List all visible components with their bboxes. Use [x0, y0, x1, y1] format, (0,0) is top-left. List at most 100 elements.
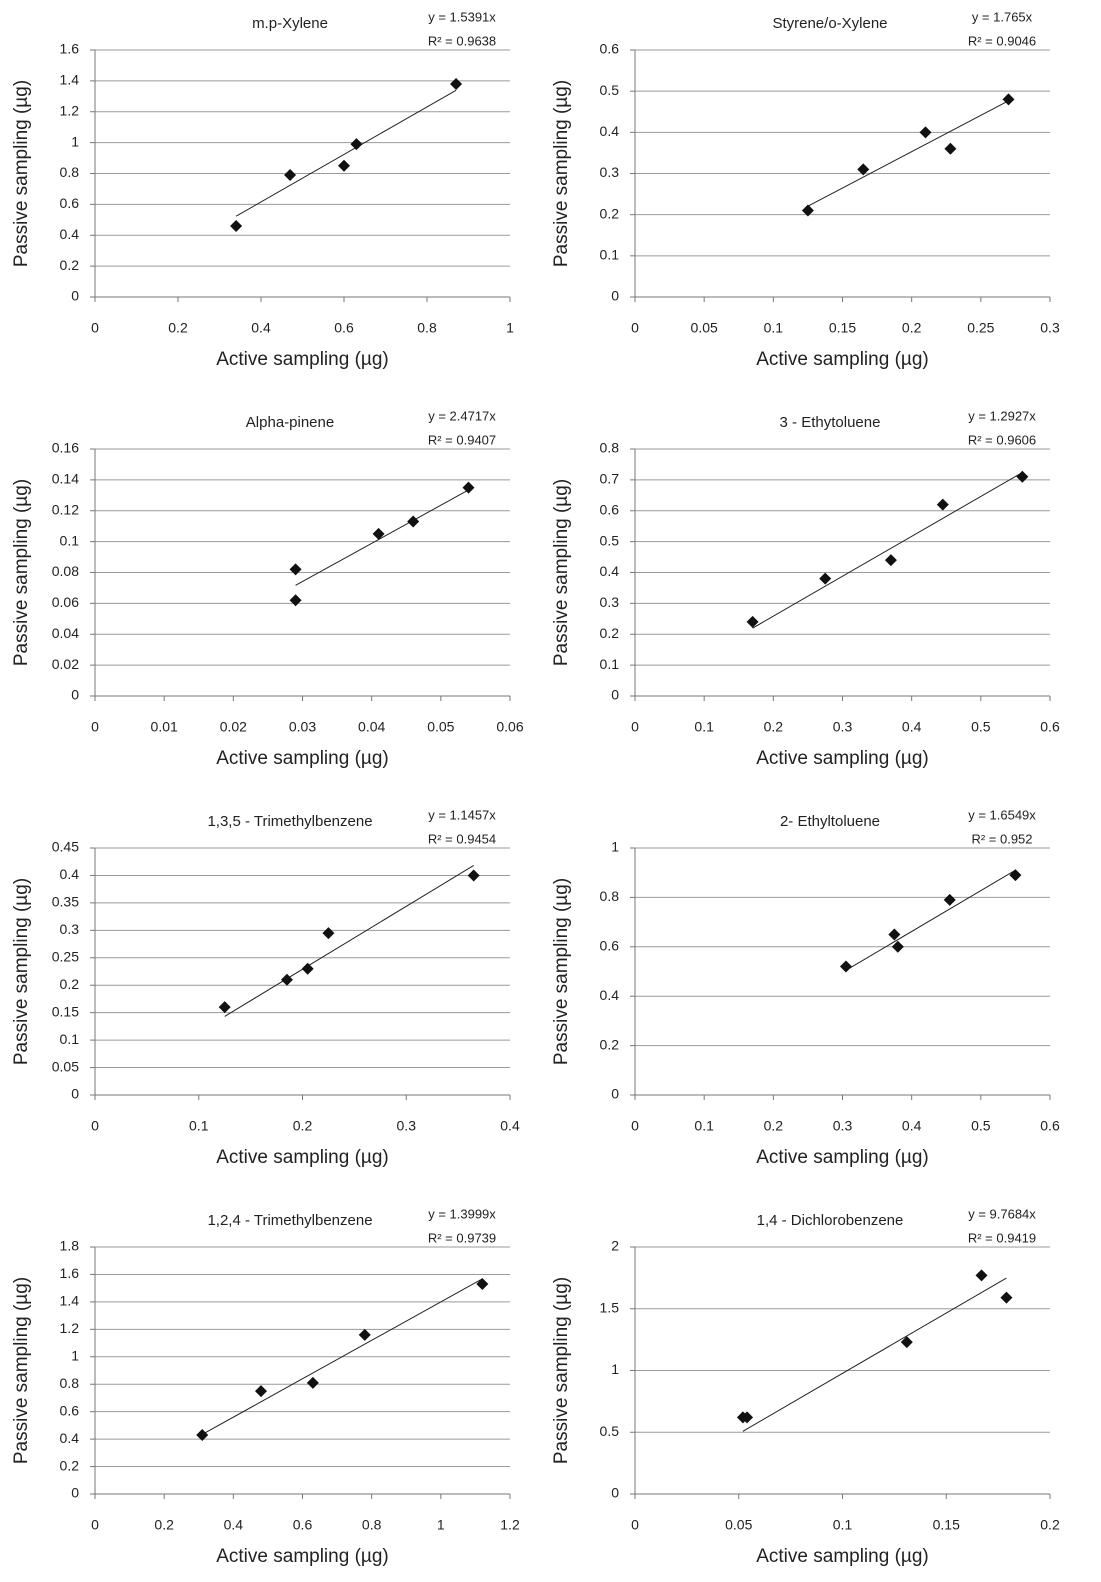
y-axis-label: Passive sampling (µg) — [551, 479, 572, 666]
x-tick-label: 0.1 — [694, 1118, 714, 1134]
y-tick-label: 0.4 — [60, 1430, 80, 1446]
x-tick-label: 0.3 — [833, 1118, 853, 1134]
y-tick-label: 0.6 — [60, 1402, 80, 1418]
x-tick-label: 0.5 — [971, 719, 991, 735]
data-point — [1000, 1291, 1013, 1304]
r-squared: R² = 0.9454 — [428, 831, 496, 846]
data-point — [450, 77, 463, 90]
x-tick-label: 0.1 — [694, 719, 714, 735]
r-squared: R² = 0.9739 — [428, 1230, 496, 1245]
data-point — [338, 159, 350, 172]
x-axis-label: Active sampling (µg) — [216, 1147, 389, 1168]
y-tick-label: 1.8 — [60, 1238, 80, 1254]
y-tick-label: 0.16 — [52, 440, 79, 456]
data-point — [1002, 93, 1015, 106]
data-point — [284, 169, 297, 182]
data-point — [888, 928, 901, 941]
y-tick-label: 0.8 — [600, 440, 620, 456]
x-tick-label: 0.6 — [1040, 719, 1060, 735]
x-axis-label: Active sampling (µg) — [756, 1546, 929, 1567]
x-tick-label: 0.3 — [397, 1118, 417, 1134]
data-point — [944, 142, 957, 155]
chart-title: 1,3,5 - Trimethylbenzene — [207, 813, 372, 830]
x-tick-label: 0.6 — [293, 1517, 313, 1533]
y-tick-label: 0.4 — [60, 226, 80, 242]
y-tick-label: 0.02 — [52, 656, 79, 672]
y-axis-label: Passive sampling (µg) — [11, 1277, 32, 1464]
data-point — [306, 1376, 319, 1389]
x-axis-label: Active sampling (µg) — [756, 748, 929, 769]
y-tick-label: 0.1 — [600, 656, 620, 672]
y-tick-label: 1.5 — [600, 1299, 620, 1315]
y-tick-label: 1.2 — [60, 102, 80, 118]
x-axis-label: Active sampling (µg) — [216, 748, 389, 769]
data-point — [975, 1269, 988, 1282]
data-point — [1016, 470, 1029, 483]
trendline-equation: y = 1.5391x — [428, 9, 496, 24]
x-tick-label: 0.06 — [496, 719, 523, 735]
x-tick-label: 0.05 — [427, 719, 454, 735]
data-point — [462, 481, 475, 494]
y-tick-label: 0.6 — [600, 938, 620, 954]
x-tick-label: 1 — [437, 1517, 445, 1533]
chart-panel: Styrene/o-Xylene y = 1.765x R² = 0.9046 0 0.… — [551, 9, 1060, 370]
chart-title: 2- Ethyltoluene — [780, 813, 880, 830]
x-tick-label: 0.8 — [362, 1517, 382, 1533]
y-tick-label: 0 — [611, 288, 619, 304]
y-tick-label: 0 — [611, 1485, 619, 1501]
x-tick-label: 0 — [631, 719, 639, 735]
data-point — [900, 1336, 913, 1349]
y-tick-label: 0 — [71, 1485, 79, 1501]
y-tick-label: 0.8 — [60, 164, 80, 180]
trendline-equation: y = 2.4717x — [428, 408, 496, 423]
x-tick-label: 0 — [91, 1517, 99, 1533]
y-tick-label: 0 — [71, 288, 79, 304]
trendline-equation: y = 1.765x — [972, 9, 1033, 24]
y-tick-label: 0.5 — [600, 82, 620, 98]
y-tick-label: 0.08 — [52, 563, 79, 579]
r-squared: R² = 0.9638 — [428, 33, 496, 48]
chart-title: m.p-Xylene — [252, 15, 328, 32]
y-tick-label: 0.7 — [600, 471, 620, 487]
x-tick-label: 0.2 — [1040, 1517, 1060, 1533]
y-tick-label: 0.4 — [600, 987, 620, 1003]
y-tick-label: 0.45 — [52, 839, 79, 855]
y-tick-label: 1 — [71, 133, 79, 149]
x-tick-label: 1.2 — [500, 1517, 520, 1533]
data-point — [407, 515, 420, 528]
y-tick-label: 0.5 — [600, 532, 620, 548]
trendline — [201, 1278, 483, 1435]
y-tick-label: 0.12 — [52, 501, 79, 517]
y-axis-label: Passive sampling (µg) — [551, 878, 572, 1065]
y-tick-label: 0.1 — [60, 1031, 80, 1047]
x-tick-label: 0.6 — [334, 320, 354, 336]
data-point — [255, 1385, 267, 1398]
data-point — [358, 1328, 371, 1341]
data-point — [218, 1001, 231, 1014]
r-squared: R² = 0.9407 — [428, 432, 496, 447]
data-point — [884, 554, 897, 567]
data-point — [819, 572, 832, 585]
x-axis-label: Active sampling (µg) — [216, 1546, 389, 1567]
x-tick-label: 0.15 — [933, 1517, 960, 1533]
x-tick-label: 0 — [631, 320, 639, 336]
x-tick-label: 0.03 — [289, 719, 316, 735]
data-point — [289, 594, 302, 607]
trendline — [807, 100, 1009, 207]
y-tick-label: 0.8 — [600, 888, 620, 904]
y-tick-label: 0.4 — [600, 563, 620, 579]
y-tick-label: 1.6 — [60, 1265, 80, 1281]
trendline-equation: y = 1.1457x — [428, 807, 496, 822]
chart-panel: 1,4 - Dichlorobenzene y = 9.7684x R² = 0.9… — [551, 1206, 1060, 1567]
data-point — [857, 163, 870, 176]
data-point — [741, 1411, 754, 1424]
r-squared: R² = 0.9046 — [968, 33, 1036, 48]
y-tick-label: 2 — [611, 1238, 619, 1254]
x-tick-label: 0.3 — [1040, 320, 1060, 336]
chart-panel: 3 - Ethytoluene y = 1.2927x R² = 0.9606 0 0.… — [551, 408, 1060, 769]
x-axis-label: Active sampling (µg) — [756, 1147, 929, 1168]
y-tick-label: 0 — [611, 1086, 619, 1102]
x-tick-label: 0.05 — [691, 320, 718, 336]
x-tick-label: 0 — [91, 320, 99, 336]
